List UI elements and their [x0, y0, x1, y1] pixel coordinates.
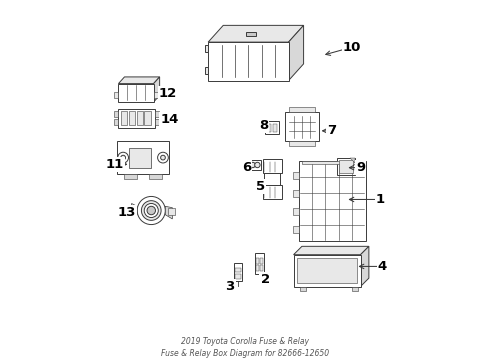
- Bar: [115, 112, 119, 117]
- Bar: [208, 42, 289, 81]
- Bar: [293, 208, 298, 215]
- Bar: [234, 263, 243, 282]
- Bar: [235, 274, 241, 279]
- Polygon shape: [165, 206, 172, 219]
- Text: 13: 13: [118, 206, 136, 219]
- Bar: [256, 265, 259, 271]
- Bar: [337, 158, 355, 175]
- Bar: [117, 141, 169, 174]
- Text: 14: 14: [161, 113, 179, 126]
- Polygon shape: [289, 25, 304, 81]
- Polygon shape: [149, 174, 162, 179]
- Bar: [121, 111, 127, 126]
- Bar: [168, 208, 175, 215]
- Bar: [265, 121, 279, 134]
- Bar: [137, 111, 143, 126]
- Bar: [144, 111, 150, 126]
- Bar: [294, 255, 361, 287]
- Polygon shape: [153, 77, 160, 102]
- Polygon shape: [205, 45, 208, 52]
- Circle shape: [158, 152, 169, 163]
- Text: 3: 3: [225, 280, 235, 293]
- Bar: [119, 109, 155, 128]
- Circle shape: [118, 152, 128, 163]
- Bar: [256, 258, 259, 264]
- Polygon shape: [124, 174, 137, 179]
- Text: 11: 11: [106, 158, 124, 171]
- Circle shape: [250, 162, 255, 168]
- Bar: [289, 141, 315, 146]
- Circle shape: [142, 201, 161, 220]
- Bar: [260, 258, 264, 264]
- Circle shape: [147, 206, 155, 215]
- Text: 8: 8: [259, 119, 268, 132]
- Circle shape: [121, 155, 125, 160]
- Bar: [155, 112, 159, 117]
- Bar: [267, 124, 271, 132]
- Polygon shape: [205, 67, 208, 74]
- Bar: [263, 159, 282, 174]
- Circle shape: [255, 162, 260, 168]
- Polygon shape: [119, 77, 160, 84]
- Bar: [297, 258, 357, 283]
- Text: 10: 10: [343, 41, 361, 54]
- Bar: [255, 253, 265, 274]
- Bar: [155, 120, 159, 126]
- Bar: [352, 287, 358, 291]
- Bar: [246, 32, 256, 36]
- Bar: [293, 190, 298, 197]
- Text: 9: 9: [356, 161, 365, 174]
- Text: 5: 5: [255, 180, 265, 193]
- Bar: [300, 287, 306, 291]
- Bar: [115, 92, 119, 98]
- Circle shape: [137, 197, 165, 225]
- Circle shape: [161, 155, 165, 160]
- Bar: [293, 172, 298, 179]
- Bar: [263, 185, 282, 199]
- Bar: [285, 112, 319, 141]
- Text: 1: 1: [376, 193, 385, 206]
- Bar: [260, 265, 264, 271]
- Bar: [129, 148, 150, 168]
- Bar: [235, 268, 241, 273]
- Text: 2: 2: [261, 273, 270, 286]
- Bar: [293, 226, 298, 233]
- Polygon shape: [208, 25, 304, 42]
- Bar: [129, 111, 135, 126]
- Polygon shape: [132, 203, 137, 217]
- Text: 6: 6: [242, 161, 251, 174]
- Bar: [153, 92, 158, 98]
- Polygon shape: [350, 158, 355, 163]
- Text: 12: 12: [159, 87, 177, 100]
- Polygon shape: [361, 246, 369, 287]
- Bar: [298, 161, 366, 241]
- Bar: [289, 107, 315, 112]
- Bar: [115, 120, 119, 126]
- Circle shape: [144, 203, 158, 217]
- Polygon shape: [294, 246, 369, 255]
- Text: 2019 Toyota Corolla Fuse & Relay
Fuse & Relay Box Diagram for 82666-12650: 2019 Toyota Corolla Fuse & Relay Fuse & …: [161, 337, 329, 358]
- Bar: [119, 84, 153, 102]
- Bar: [265, 174, 280, 185]
- Bar: [273, 124, 277, 132]
- Text: 4: 4: [378, 260, 387, 273]
- Text: 7: 7: [327, 124, 337, 137]
- Bar: [340, 160, 353, 173]
- Bar: [302, 161, 362, 164]
- Bar: [249, 159, 261, 170]
